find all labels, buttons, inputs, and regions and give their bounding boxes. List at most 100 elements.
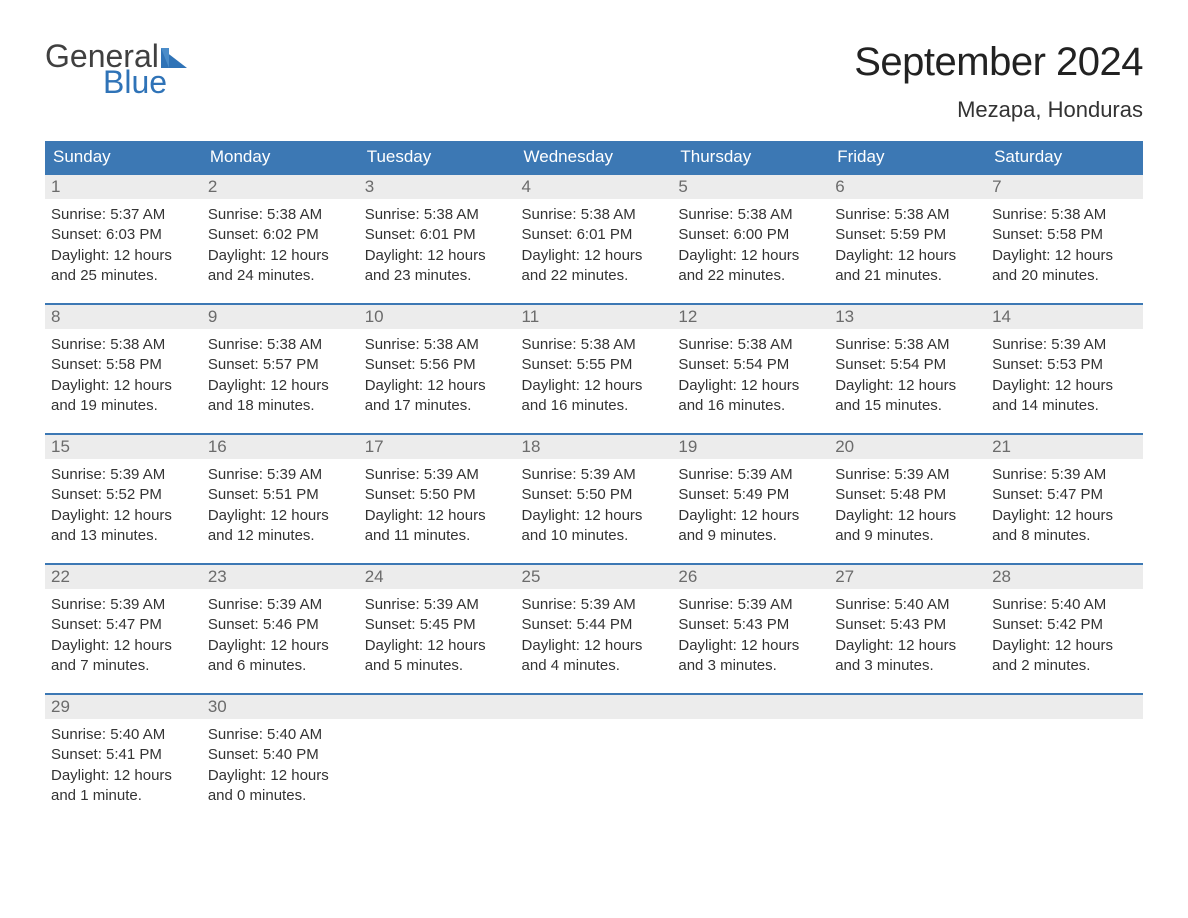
day-number: 4 [516, 175, 673, 199]
day-content: Sunrise: 5:39 AMSunset: 5:47 PMDaylight:… [45, 589, 202, 676]
sunset-text: Sunset: 5:47 PM [51, 615, 196, 635]
sunrise-text: Sunrise: 5:39 AM [365, 465, 510, 485]
day-number: 6 [829, 175, 986, 199]
sunset-text: Sunset: 5:58 PM [51, 355, 196, 375]
daylight-text-1: Daylight: 12 hours [51, 506, 196, 526]
daylight-text-1: Daylight: 12 hours [51, 246, 196, 266]
daylight-text-2: and 10 minutes. [522, 526, 667, 546]
sunrise-text: Sunrise: 5:38 AM [365, 335, 510, 355]
sunrise-text: Sunrise: 5:38 AM [208, 335, 353, 355]
day-content: Sunrise: 5:38 AMSunset: 6:02 PMDaylight:… [202, 199, 359, 286]
day-cell: 14Sunrise: 5:39 AMSunset: 5:53 PMDayligh… [986, 304, 1143, 434]
day-content: Sunrise: 5:39 AMSunset: 5:44 PMDaylight:… [516, 589, 673, 676]
sunset-text: Sunset: 5:45 PM [365, 615, 510, 635]
daylight-text-1: Daylight: 12 hours [522, 636, 667, 656]
day-cell: 9Sunrise: 5:38 AMSunset: 5:57 PMDaylight… [202, 304, 359, 434]
daylight-text-1: Daylight: 12 hours [51, 636, 196, 656]
sunrise-text: Sunrise: 5:39 AM [365, 595, 510, 615]
daylight-text-1: Daylight: 12 hours [365, 506, 510, 526]
daylight-text-2: and 6 minutes. [208, 656, 353, 676]
day-cell: 23Sunrise: 5:39 AMSunset: 5:46 PMDayligh… [202, 564, 359, 694]
day-content: Sunrise: 5:39 AMSunset: 5:50 PMDaylight:… [359, 459, 516, 546]
sunset-text: Sunset: 6:02 PM [208, 225, 353, 245]
sunset-text: Sunset: 5:50 PM [365, 485, 510, 505]
daylight-text-1: Daylight: 12 hours [208, 636, 353, 656]
day-cell [829, 694, 986, 824]
sunset-text: Sunset: 5:46 PM [208, 615, 353, 635]
sunset-text: Sunset: 5:52 PM [51, 485, 196, 505]
day-content: Sunrise: 5:39 AMSunset: 5:50 PMDaylight:… [516, 459, 673, 546]
empty-day-bar [672, 695, 829, 719]
day-number: 20 [829, 435, 986, 459]
daylight-text-1: Daylight: 12 hours [678, 246, 823, 266]
day-cell: 28Sunrise: 5:40 AMSunset: 5:42 PMDayligh… [986, 564, 1143, 694]
day-cell: 5Sunrise: 5:38 AMSunset: 6:00 PMDaylight… [672, 174, 829, 304]
daylight-text-1: Daylight: 12 hours [835, 376, 980, 396]
sunset-text: Sunset: 5:58 PM [992, 225, 1137, 245]
day-content: Sunrise: 5:38 AMSunset: 6:01 PMDaylight:… [359, 199, 516, 286]
day-header: Tuesday [359, 141, 516, 174]
day-header-row: Sunday Monday Tuesday Wednesday Thursday… [45, 141, 1143, 174]
day-header: Wednesday [516, 141, 673, 174]
month-title: September 2024 [854, 40, 1143, 85]
day-cell: 11Sunrise: 5:38 AMSunset: 5:55 PMDayligh… [516, 304, 673, 434]
day-number: 25 [516, 565, 673, 589]
daylight-text-1: Daylight: 12 hours [208, 246, 353, 266]
sunset-text: Sunset: 5:42 PM [992, 615, 1137, 635]
day-cell: 3Sunrise: 5:38 AMSunset: 6:01 PMDaylight… [359, 174, 516, 304]
sunrise-text: Sunrise: 5:38 AM [208, 205, 353, 225]
day-content: Sunrise: 5:38 AMSunset: 5:59 PMDaylight:… [829, 199, 986, 286]
sunset-text: Sunset: 6:01 PM [365, 225, 510, 245]
daylight-text-1: Daylight: 12 hours [522, 246, 667, 266]
day-cell [672, 694, 829, 824]
day-number: 29 [45, 695, 202, 719]
day-number: 18 [516, 435, 673, 459]
sunrise-text: Sunrise: 5:39 AM [51, 465, 196, 485]
day-cell: 8Sunrise: 5:38 AMSunset: 5:58 PMDaylight… [45, 304, 202, 434]
day-content: Sunrise: 5:39 AMSunset: 5:43 PMDaylight:… [672, 589, 829, 676]
empty-day-bar [829, 695, 986, 719]
day-content: Sunrise: 5:39 AMSunset: 5:46 PMDaylight:… [202, 589, 359, 676]
day-header: Saturday [986, 141, 1143, 174]
day-cell: 4Sunrise: 5:38 AMSunset: 6:01 PMDaylight… [516, 174, 673, 304]
day-number: 19 [672, 435, 829, 459]
day-number: 16 [202, 435, 359, 459]
sunrise-text: Sunrise: 5:39 AM [678, 595, 823, 615]
daylight-text-2: and 18 minutes. [208, 396, 353, 416]
sunrise-text: Sunrise: 5:40 AM [208, 725, 353, 745]
day-cell: 27Sunrise: 5:40 AMSunset: 5:43 PMDayligh… [829, 564, 986, 694]
daylight-text-2: and 3 minutes. [835, 656, 980, 676]
day-content: Sunrise: 5:38 AMSunset: 5:56 PMDaylight:… [359, 329, 516, 416]
sunset-text: Sunset: 5:40 PM [208, 745, 353, 765]
day-number: 10 [359, 305, 516, 329]
sunset-text: Sunset: 6:00 PM [678, 225, 823, 245]
week-row: 22Sunrise: 5:39 AMSunset: 5:47 PMDayligh… [45, 564, 1143, 694]
sunset-text: Sunset: 5:55 PM [522, 355, 667, 375]
daylight-text-2: and 16 minutes. [522, 396, 667, 416]
daylight-text-1: Daylight: 12 hours [992, 506, 1137, 526]
sunset-text: Sunset: 6:03 PM [51, 225, 196, 245]
daylight-text-2: and 13 minutes. [51, 526, 196, 546]
day-cell: 7Sunrise: 5:38 AMSunset: 5:58 PMDaylight… [986, 174, 1143, 304]
day-cell [516, 694, 673, 824]
empty-day-bar [516, 695, 673, 719]
sunset-text: Sunset: 6:01 PM [522, 225, 667, 245]
daylight-text-2: and 21 minutes. [835, 266, 980, 286]
calendar-table: Sunday Monday Tuesday Wednesday Thursday… [45, 141, 1143, 824]
day-cell: 16Sunrise: 5:39 AMSunset: 5:51 PMDayligh… [202, 434, 359, 564]
sunset-text: Sunset: 5:50 PM [522, 485, 667, 505]
sunset-text: Sunset: 5:57 PM [208, 355, 353, 375]
sunrise-text: Sunrise: 5:40 AM [992, 595, 1137, 615]
sunrise-text: Sunrise: 5:39 AM [992, 465, 1137, 485]
daylight-text-1: Daylight: 12 hours [522, 506, 667, 526]
day-cell: 19Sunrise: 5:39 AMSunset: 5:49 PMDayligh… [672, 434, 829, 564]
day-content: Sunrise: 5:40 AMSunset: 5:41 PMDaylight:… [45, 719, 202, 806]
day-number: 14 [986, 305, 1143, 329]
daylight-text-2: and 22 minutes. [678, 266, 823, 286]
day-number: 30 [202, 695, 359, 719]
daylight-text-1: Daylight: 12 hours [51, 376, 196, 396]
day-content: Sunrise: 5:38 AMSunset: 5:55 PMDaylight:… [516, 329, 673, 416]
header: General Blue September 2024 Mezapa, Hond… [45, 40, 1143, 123]
day-content: Sunrise: 5:38 AMSunset: 5:58 PMDaylight:… [986, 199, 1143, 286]
day-number: 22 [45, 565, 202, 589]
